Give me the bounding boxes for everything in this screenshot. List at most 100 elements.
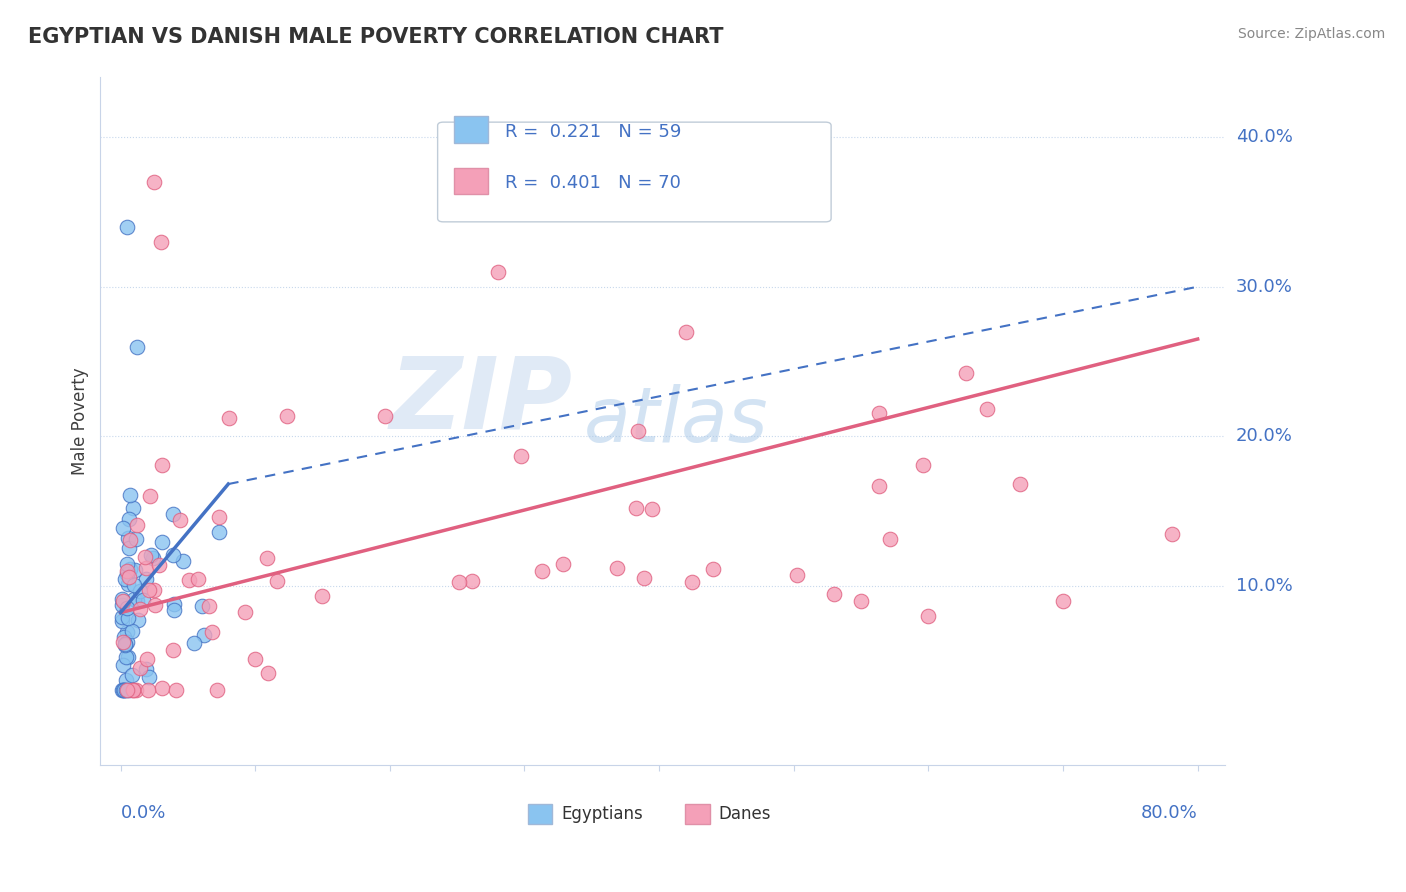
Point (111, 521, 134, 535)
Point (112, 683, 135, 698)
Point (233, 605, 256, 619)
Point (114, 572, 136, 586)
Point (486, 265, 509, 279)
Bar (527, 805, 553, 823)
Point (149, 235, 172, 249)
Point (134, 550, 156, 565)
Point (112, 594, 135, 608)
Point (120, 562, 142, 576)
Point (127, 613, 149, 627)
Point (114, 636, 136, 650)
Point (143, 175, 166, 189)
Point (162, 508, 184, 522)
Point (112, 630, 135, 644)
Point (627, 424, 650, 438)
Point (111, 614, 134, 628)
Text: R =  0.401   N = 70: R = 0.401 N = 70 (505, 174, 681, 192)
Point (118, 488, 141, 502)
Point (125, 533, 148, 547)
Point (112, 658, 135, 673)
Point (131, 592, 153, 607)
Point (124, 591, 146, 606)
Point (911, 458, 934, 473)
Point (143, 598, 166, 612)
Point (624, 500, 647, 515)
Point (633, 571, 655, 585)
Y-axis label: Male Poverty: Male Poverty (72, 368, 89, 475)
Point (186, 573, 208, 587)
Point (177, 573, 200, 587)
Bar (685, 805, 710, 823)
Point (125, 517, 148, 532)
Text: 0.0%: 0.0% (121, 804, 166, 822)
Point (169, 513, 191, 527)
Point (138, 583, 160, 598)
Point (823, 587, 845, 601)
Point (135, 560, 157, 574)
Point (115, 564, 138, 578)
Point (461, 574, 484, 588)
Point (115, 600, 138, 615)
Point (115, 557, 138, 571)
Point (198, 599, 221, 613)
Point (276, 409, 298, 424)
Bar (454, 116, 488, 143)
Point (114, 639, 136, 653)
Point (117, 531, 139, 545)
Point (125, 339, 148, 353)
Point (121, 667, 143, 681)
Point (112, 683, 135, 698)
Point (115, 625, 138, 640)
Text: 20.0%: 20.0% (1236, 427, 1292, 445)
Point (257, 666, 280, 681)
Text: ZIP: ZIP (389, 352, 572, 450)
Point (117, 566, 139, 581)
Point (118, 570, 141, 584)
Point (139, 549, 162, 563)
Point (449, 574, 471, 589)
Point (114, 649, 136, 664)
Text: EGYPTIAN VS DANISH MALE POVERTY CORRELATION CHART: EGYPTIAN VS DANISH MALE POVERTY CORRELAT… (28, 27, 724, 46)
Point (114, 683, 136, 698)
Point (266, 574, 288, 589)
Point (1161, 527, 1184, 541)
Text: 40.0%: 40.0% (1236, 128, 1292, 146)
Point (201, 624, 224, 639)
Point (879, 532, 901, 546)
Point (121, 683, 143, 698)
Point (117, 577, 139, 591)
Text: Danes: Danes (718, 805, 770, 823)
Point (129, 584, 152, 599)
Point (208, 525, 231, 540)
Point (207, 683, 229, 698)
Point (115, 635, 138, 649)
Point (976, 401, 998, 416)
Point (702, 562, 724, 576)
Point (675, 325, 697, 339)
Point (148, 558, 170, 572)
Point (138, 683, 160, 698)
Point (111, 634, 134, 648)
Text: 80.0%: 80.0% (1140, 804, 1198, 822)
Point (111, 610, 134, 624)
Point (551, 557, 574, 571)
Point (849, 593, 872, 607)
Point (114, 673, 136, 687)
Point (139, 489, 162, 503)
Text: 10.0%: 10.0% (1236, 577, 1292, 595)
Point (868, 478, 890, 492)
Point (122, 577, 145, 591)
Point (531, 564, 554, 578)
Text: 30.0%: 30.0% (1236, 277, 1292, 296)
Point (125, 594, 148, 608)
Point (218, 411, 240, 425)
Point (118, 512, 141, 526)
Point (115, 683, 138, 698)
Point (509, 449, 531, 463)
Point (868, 406, 890, 420)
Text: atlas: atlas (583, 384, 768, 458)
Point (117, 541, 139, 556)
Point (681, 574, 703, 589)
Point (121, 501, 143, 516)
Point (117, 219, 139, 234)
